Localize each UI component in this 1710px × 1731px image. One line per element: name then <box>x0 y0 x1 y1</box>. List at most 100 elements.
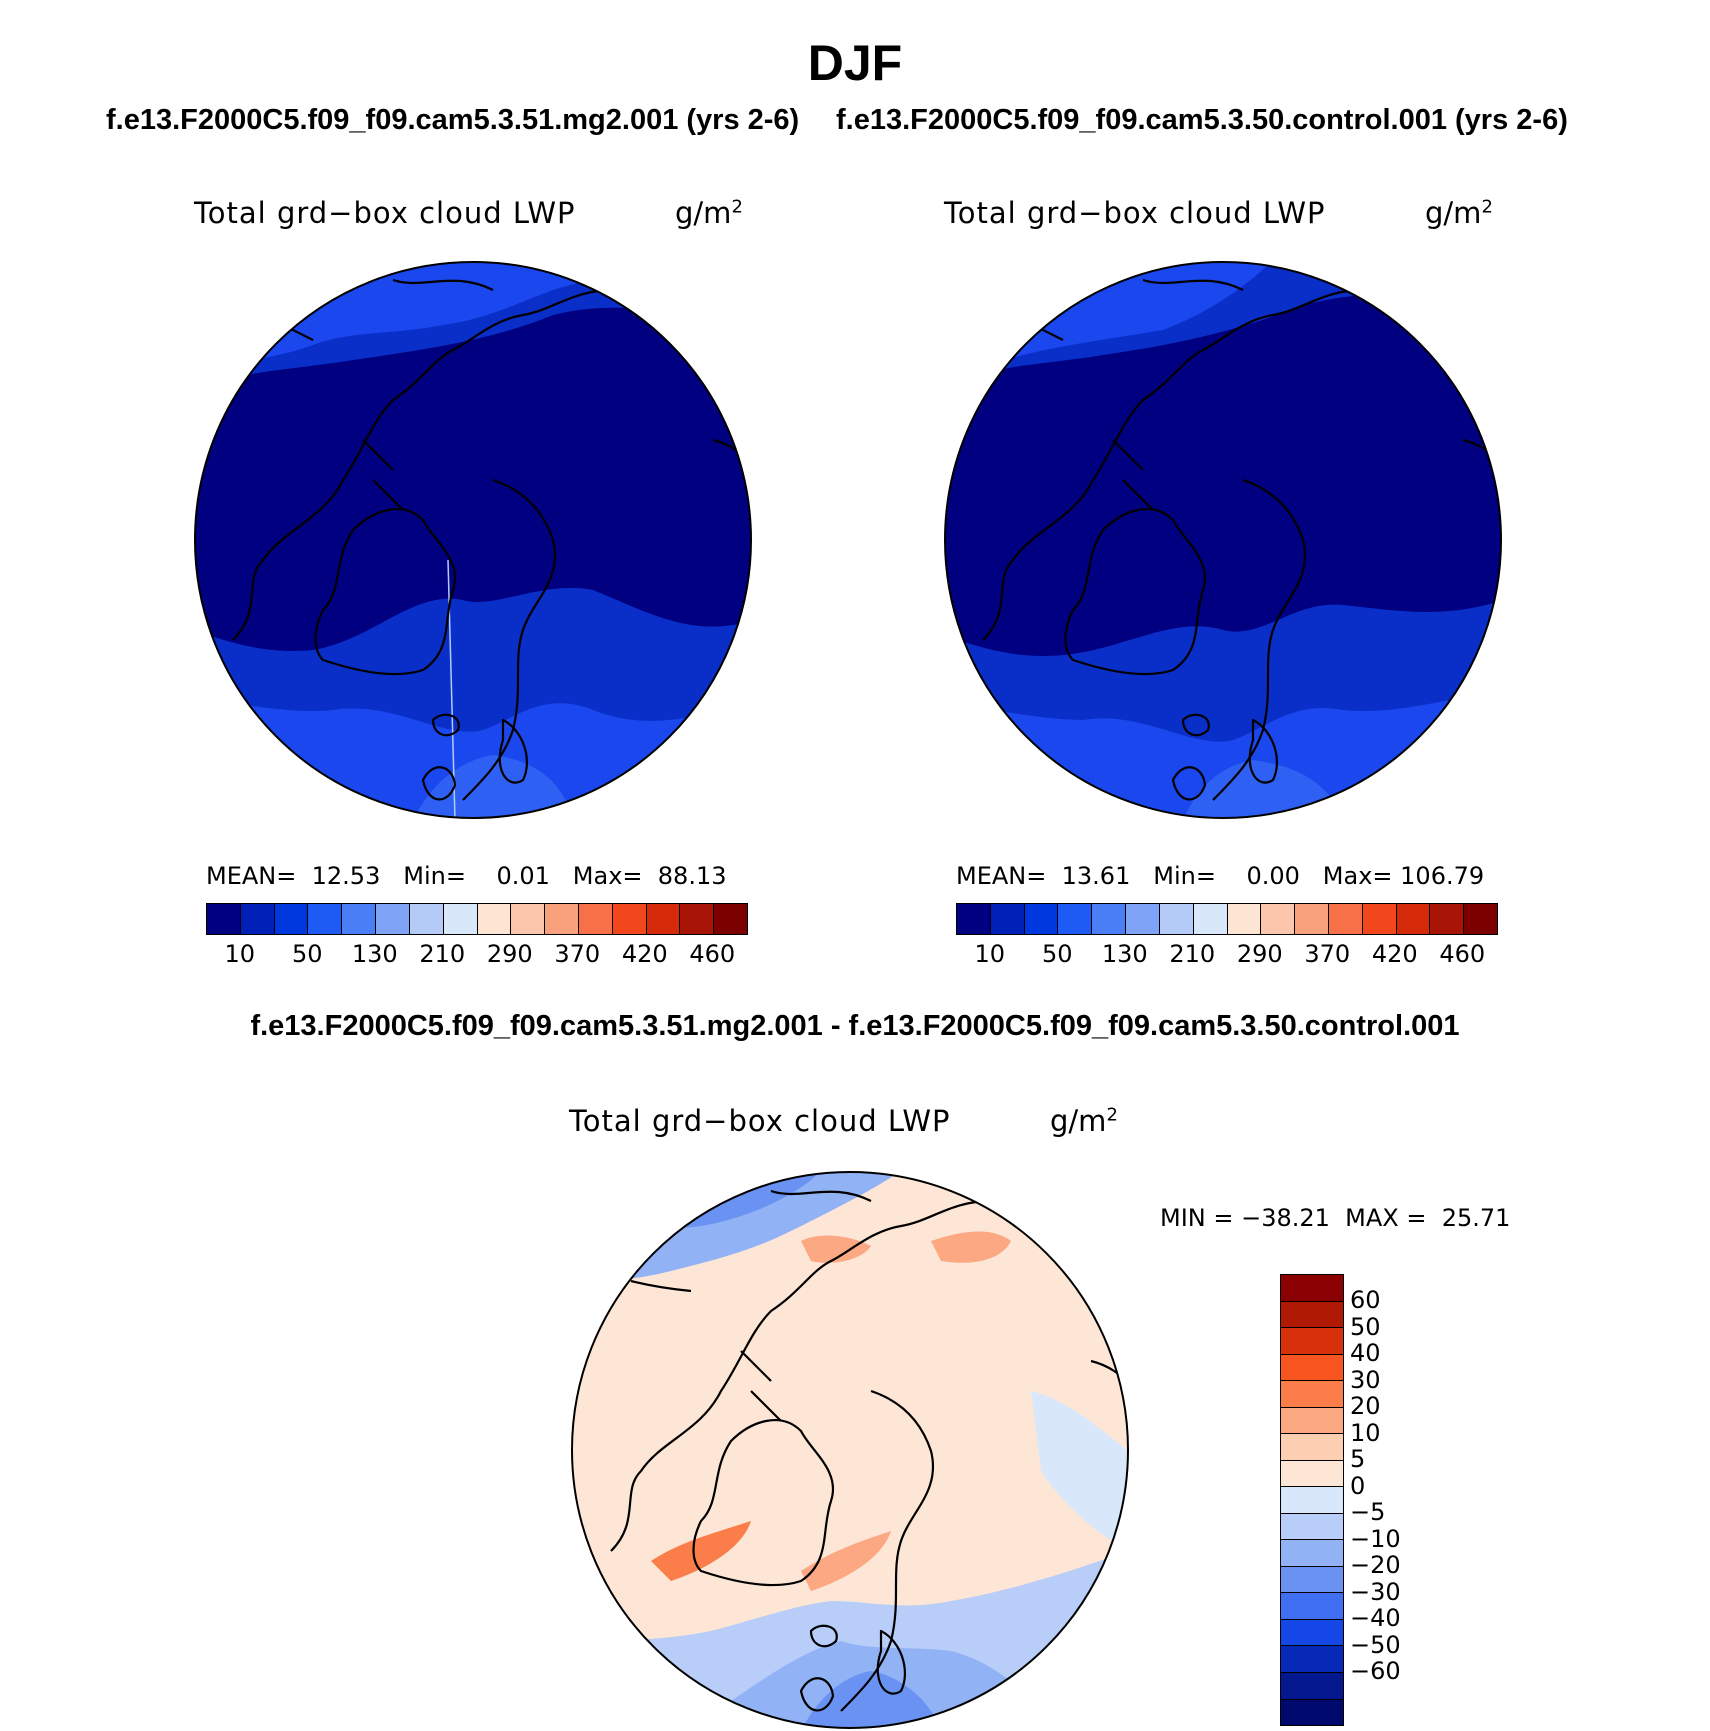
colorbar-swatch <box>1464 904 1497 934</box>
colorbar-tick-label: 30 <box>1350 1365 1381 1394</box>
colorbar-swatch <box>1362 904 1397 934</box>
colorbar-swatch <box>1281 1513 1343 1541</box>
colorbar-swatch <box>1193 904 1228 934</box>
colorbar-swatch <box>1281 1275 1343 1302</box>
colorbar-swatch <box>207 904 241 934</box>
colorbar-swatch <box>612 904 647 934</box>
colorbar-tick-label: −50 <box>1350 1630 1401 1659</box>
panel-b-colorbar <box>956 903 1498 935</box>
diff-colorbar-ticks: 60 50 40 30 20 10 5 0 −5 −10 −20 −30 −40 −50 −60 <box>1350 1274 1440 1724</box>
colorbar-tick-label: 0 <box>1350 1471 1366 1500</box>
colorbar-tick-label: 5 <box>1350 1445 1366 1474</box>
colorbar-swatch <box>1126 904 1160 934</box>
colorbar-swatch <box>240 904 275 934</box>
colorbar-swatch <box>1396 904 1431 934</box>
colorbar-tick-label: 130 <box>351 940 398 968</box>
colorbar-tick-label: 20 <box>1350 1392 1381 1421</box>
colorbar-swatch <box>545 904 579 934</box>
colorbar-tick-label: 460 <box>689 940 736 968</box>
colorbar-tick-label: 420 <box>621 940 668 968</box>
colorbar-tick-label: 420 <box>1371 940 1418 968</box>
colorbar-tick-label: 50 <box>1041 940 1073 968</box>
colorbar-tick-label: 370 <box>1304 940 1351 968</box>
colorbar-swatch <box>1227 904 1262 934</box>
case-a-title: f.e13.F2000C5.f09_f09.cam5.3.51.mg2.001 … <box>106 104 800 136</box>
colorbar-swatch <box>1281 1487 1343 1514</box>
season-title: DJF <box>807 35 903 91</box>
colorbar-tick-label: 50 <box>291 940 323 968</box>
colorbar-tick-label: 10 <box>1350 1418 1381 1447</box>
colorbar-swatch <box>1281 1672 1343 1700</box>
colorbar-tick-label: −30 <box>1350 1577 1401 1606</box>
panel-a-variable-label: Total grd−box cloud LWP <box>194 196 576 230</box>
colorbar-swatch <box>1281 1460 1343 1488</box>
colorbar-swatch <box>1328 904 1363 934</box>
colorbar-swatch <box>1281 1381 1343 1408</box>
colorbar-tick-label: −60 <box>1350 1657 1401 1686</box>
colorbar-tick-label: 50 <box>1350 1312 1381 1341</box>
colorbar-swatch <box>1430 904 1465 934</box>
diff-variable-label: Total grd−box cloud LWP <box>569 1104 951 1138</box>
panel-b-polar-map <box>944 261 1502 819</box>
colorbar-tick-label: 60 <box>1350 1286 1381 1315</box>
colorbar-swatch <box>646 904 681 934</box>
colorbar-swatch <box>1295 904 1329 934</box>
colorbar-swatch <box>1281 1328 1343 1355</box>
colorbar-tick-label: 210 <box>419 940 466 968</box>
colorbar-swatch <box>342 904 377 934</box>
panel-a-colorbar-ticks: 10 50 130 210 290 370 420 460 <box>206 940 746 970</box>
panel-b-stats: MEAN= 13.61 Min= 0.00 Max= 106.79 <box>956 862 1485 890</box>
colorbar-swatch <box>477 904 512 934</box>
colorbar-tick-label: −10 <box>1350 1524 1401 1553</box>
panel-a-units: g/m2 <box>675 196 743 230</box>
colorbar-tick-label: −20 <box>1350 1551 1401 1580</box>
colorbar-swatch <box>1058 904 1093 934</box>
colorbar-swatch <box>714 904 747 934</box>
colorbar-swatch <box>1281 1301 1343 1329</box>
colorbar-swatch <box>578 904 613 934</box>
colorbar-tick-label: 370 <box>554 940 601 968</box>
diff-colorbar <box>1280 1274 1344 1726</box>
colorbar-swatch <box>274 904 309 934</box>
colorbar-swatch <box>1281 1540 1343 1567</box>
colorbar-swatch <box>1281 1619 1343 1647</box>
colorbar-tick-label: 290 <box>1236 940 1283 968</box>
colorbar-tick-label: −40 <box>1350 1604 1401 1633</box>
colorbar-tick-label: 460 <box>1439 940 1486 968</box>
colorbar-tick-label: 10 <box>974 940 1006 968</box>
panel-a-colorbar <box>206 903 748 935</box>
diff-minmax: MIN = −38.21 MAX = 25.71 <box>1160 1204 1511 1232</box>
colorbar-tick-label: 40 <box>1350 1339 1381 1368</box>
colorbar-tick-label: 130 <box>1101 940 1148 968</box>
colorbar-swatch <box>1261 904 1296 934</box>
colorbar-swatch <box>1281 1699 1343 1726</box>
colorbar-tick-label: −5 <box>1350 1498 1386 1527</box>
colorbar-swatch <box>1281 1593 1343 1620</box>
colorbar-swatch <box>680 904 715 934</box>
case-b-title: f.e13.F2000C5.f09_f09.cam5.3.50.control.… <box>836 104 1568 136</box>
colorbar-swatch <box>957 904 991 934</box>
colorbar-swatch <box>1024 904 1059 934</box>
colorbar-swatch <box>308 904 343 934</box>
panel-a-stats: MEAN= 12.53 Min= 0.01 Max= 88.13 <box>206 862 727 890</box>
panel-b-variable-label: Total grd−box cloud LWP <box>944 196 1326 230</box>
panel-b-units: g/m2 <box>1425 196 1493 230</box>
diff-units: g/m2 <box>1050 1104 1118 1138</box>
panel-b-colorbar-ticks: 10 50 130 210 290 370 420 460 <box>956 940 1496 970</box>
colorbar-swatch <box>1092 904 1127 934</box>
colorbar-swatch <box>1281 1434 1343 1461</box>
colorbar-swatch <box>409 904 444 934</box>
colorbar-swatch <box>1281 1646 1343 1673</box>
colorbar-swatch <box>1159 904 1194 934</box>
colorbar-tick-label: 10 <box>224 940 256 968</box>
panel-a-polar-map <box>194 261 752 819</box>
colorbar-tick-label: 210 <box>1169 940 1216 968</box>
colorbar-swatch <box>1281 1566 1343 1594</box>
difference-polar-map <box>571 1171 1129 1729</box>
colorbar-swatch <box>511 904 546 934</box>
colorbar-swatch <box>376 904 410 934</box>
difference-title: f.e13.F2000C5.f09_f09.cam5.3.51.mg2.001 … <box>250 1010 1460 1042</box>
colorbar-tick-label: 290 <box>486 940 533 968</box>
colorbar-swatch <box>1281 1354 1343 1382</box>
colorbar-swatch <box>990 904 1025 934</box>
